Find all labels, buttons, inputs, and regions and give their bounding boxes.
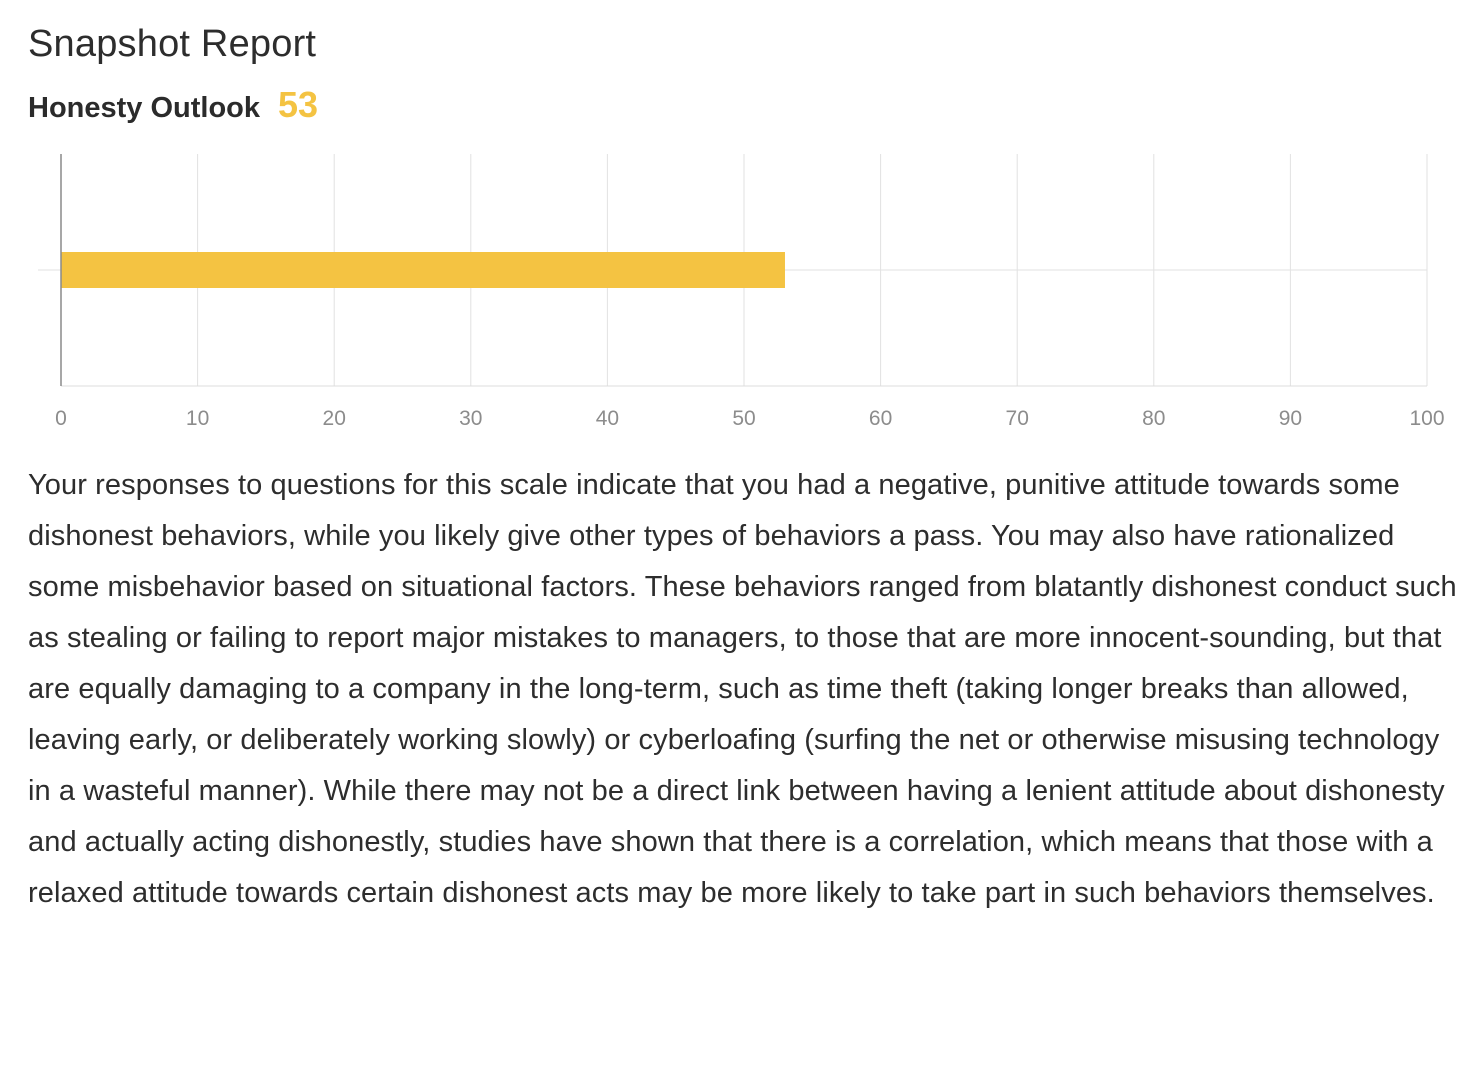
bar-honesty-outlook (61, 252, 785, 288)
score-bar-chart: 0 10 20 30 40 50 60 70 80 90 100 (38, 154, 1445, 430)
x-tick-label-60: 60 (869, 407, 892, 430)
x-tick-label-30: 30 (459, 407, 482, 430)
chart-tick-labels: 0 10 20 30 40 50 60 70 80 90 100 (55, 407, 1444, 430)
x-tick-label-10: 10 (186, 407, 209, 430)
x-tick-label-0: 0 (55, 407, 67, 430)
chart-bars (61, 252, 785, 288)
x-tick-label-90: 90 (1279, 407, 1302, 430)
page-title: Snapshot Report (28, 23, 317, 65)
scale-score: 53 (278, 84, 319, 125)
scale-name: Honesty Outlook (28, 92, 261, 124)
x-tick-label-70: 70 (1006, 407, 1029, 430)
x-tick-label-50: 50 (732, 407, 755, 430)
scale-description: Your responses to questions for this sca… (28, 469, 1457, 909)
x-tick-label-20: 20 (323, 407, 346, 430)
chart-axis (60, 154, 1427, 387)
score-chart: 0 10 20 30 40 50 60 70 80 90 100 (0, 140, 1482, 440)
x-tick-label-40: 40 (596, 407, 619, 430)
scale-header: Honesty Outlook 53 (28, 84, 318, 130)
x-tick-label-100: 100 (1409, 407, 1444, 430)
x-tick-label-80: 80 (1142, 407, 1165, 430)
